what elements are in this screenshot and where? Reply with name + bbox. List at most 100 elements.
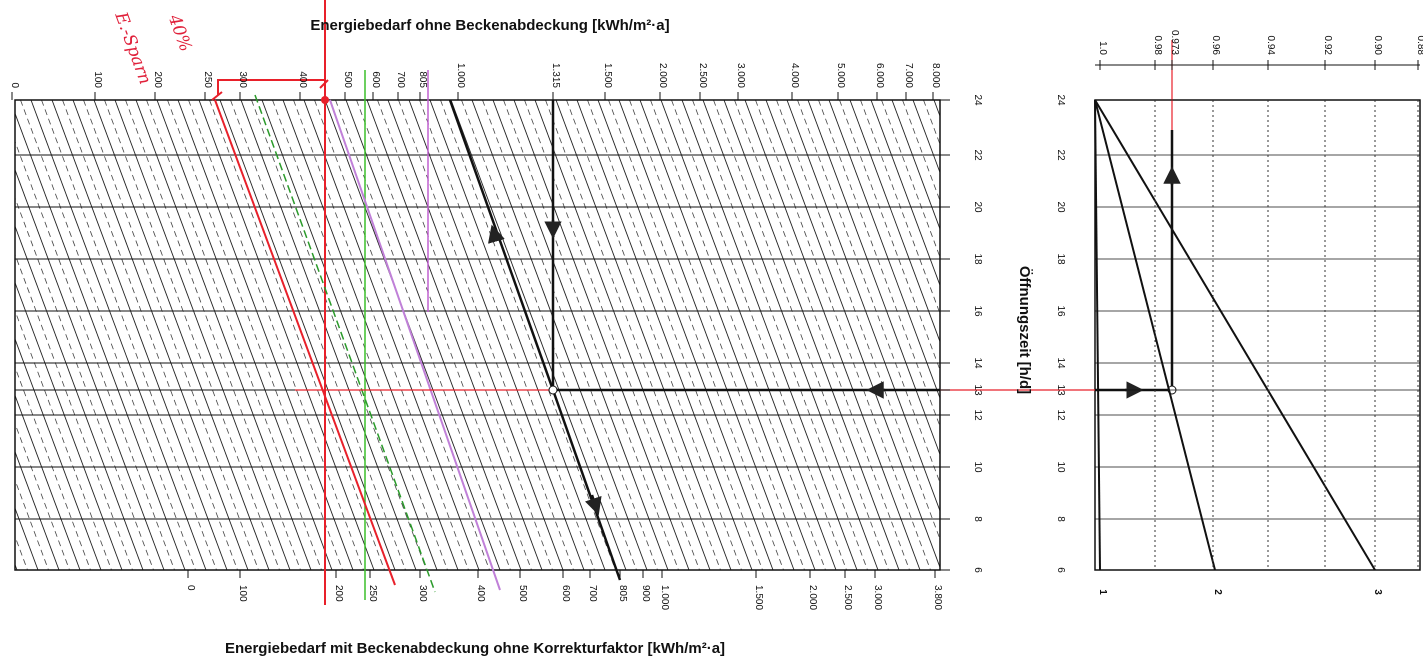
diagonal-dashed [608,100,784,570]
curve-label: 3 [1372,589,1383,595]
diagonal-dashed [650,100,826,570]
bottom-tick-label: 3.800 [932,585,943,610]
annotation: E.-Sparn [110,9,155,88]
top-tick-label: 700 [395,71,406,88]
diagonal-line [93,100,270,570]
hour-tick-label: 14 [1055,357,1066,369]
diagonal-line [345,100,522,570]
top-tick-label: 500 [342,71,353,88]
diagonal-line [723,100,900,570]
diagonal-dashed [440,100,616,570]
hour-tick-label: 13 [972,384,983,396]
diagonal-line [681,100,858,570]
diagonal-line [408,100,585,570]
factor-tick-label: 0.98 [1152,36,1163,56]
diagonal-line [219,100,396,570]
diagonal-dashed [41,100,217,570]
diagonal-grid [0,100,1141,570]
diagonal-line [786,100,940,513]
diagonal-dashed [15,253,133,570]
purple-diagonal [329,99,501,591]
red-bracket [211,79,329,101]
hour-tick-label: 16 [1055,305,1066,317]
bottom-axis-title: Energiebedarf mit Beckenabdeckung ohne K… [225,640,725,657]
diagonal-line [660,100,837,570]
diagonal-dashed [15,535,28,570]
diagonal-line [450,100,627,570]
diagonal-line [156,100,333,570]
diagonal-line [15,168,165,570]
diagonal-line [366,100,543,570]
hour-tick-label: 20 [1055,201,1066,213]
factor-curve [1094,99,1376,571]
diagonal-dashed [125,100,301,570]
top-tick-label: 200 [152,71,163,88]
bottom-tick-label: 250 [367,585,378,602]
top-tick-label: 2.000 [657,63,668,88]
curve-label: 2 [1212,589,1223,595]
factor-tick-label: 0.973 [1169,30,1180,55]
bottom-tick-label: 2.000 [807,585,818,610]
diagonal-line [15,112,186,570]
diagonal-dashed [713,100,889,570]
factor-curve [1094,99,1101,571]
top-tick-label: 0 [9,82,20,88]
diagonal-dashed [776,100,940,541]
diagonal-line [135,100,312,570]
bottom-tick-label: 900 [640,585,651,602]
diagonal-dashed [230,100,406,570]
diagonal-dashed [860,100,940,315]
diagonal-line [240,100,417,570]
diagonal-dashed [20,100,196,570]
diagonal-line [387,100,564,570]
diagonal-dashed [692,100,868,570]
top-tick-label: 8.000 [930,63,941,88]
diagonal-line [51,100,228,570]
hour-tick-label: 12 [972,409,983,421]
diagonal-dashed [923,100,940,146]
hour-tick-label: 10 [1055,461,1066,473]
diagonal-dashed [314,100,490,570]
diagonal-line [807,100,940,456]
diagonal-dashed [461,100,637,570]
hour-tick-label: 13 [1055,384,1066,396]
diagonal-dashed [629,100,805,570]
top-tick-label: 6.000 [874,63,885,88]
bold-diagonal-upper [448,99,555,391]
hour-tick-label: 24 [972,94,983,106]
bottom-tick-label: 300 [417,585,428,602]
diagonal-dashed [0,100,7,570]
top-tick-label: 600 [370,71,381,88]
hour-tick-label: 18 [972,253,983,265]
top-tick-label: 1.500 [602,63,613,88]
diagonal-line [765,100,940,569]
diagonal-line [702,100,879,570]
diagonal-dashed [966,100,1141,570]
diagonal-dashed [503,100,679,570]
hour-tick-label: 16 [972,305,983,317]
diagonal-line [15,394,81,570]
diagonal-line [870,100,940,287]
diagonal-line [303,100,480,570]
factor-tick-label: 0.88 [1415,36,1423,56]
diagonal-line [15,450,60,570]
diagonal-dashed [377,100,553,570]
diagonal-dashed [15,196,154,570]
diagonal-line [639,100,816,570]
green-diagonal [254,94,436,593]
annotation: 40% [163,11,195,54]
factor-tick-label: 1.0 [1097,41,1108,55]
arrow [487,224,505,244]
hour-tick-label: 6 [972,567,983,573]
diagonal-dashed [734,100,910,570]
diagonal-line [492,100,669,570]
top-tick-label: 3.000 [735,63,746,88]
bottom-tick-label: 1.000 [659,585,670,610]
diagonal-line [198,100,375,570]
curve-label: 1 [1097,589,1108,595]
hour-tick-label: 22 [1055,149,1066,161]
bottom-tick-label: 2.500 [842,585,853,610]
diagonal-line [744,100,921,570]
diagonal-dashed [818,100,940,428]
